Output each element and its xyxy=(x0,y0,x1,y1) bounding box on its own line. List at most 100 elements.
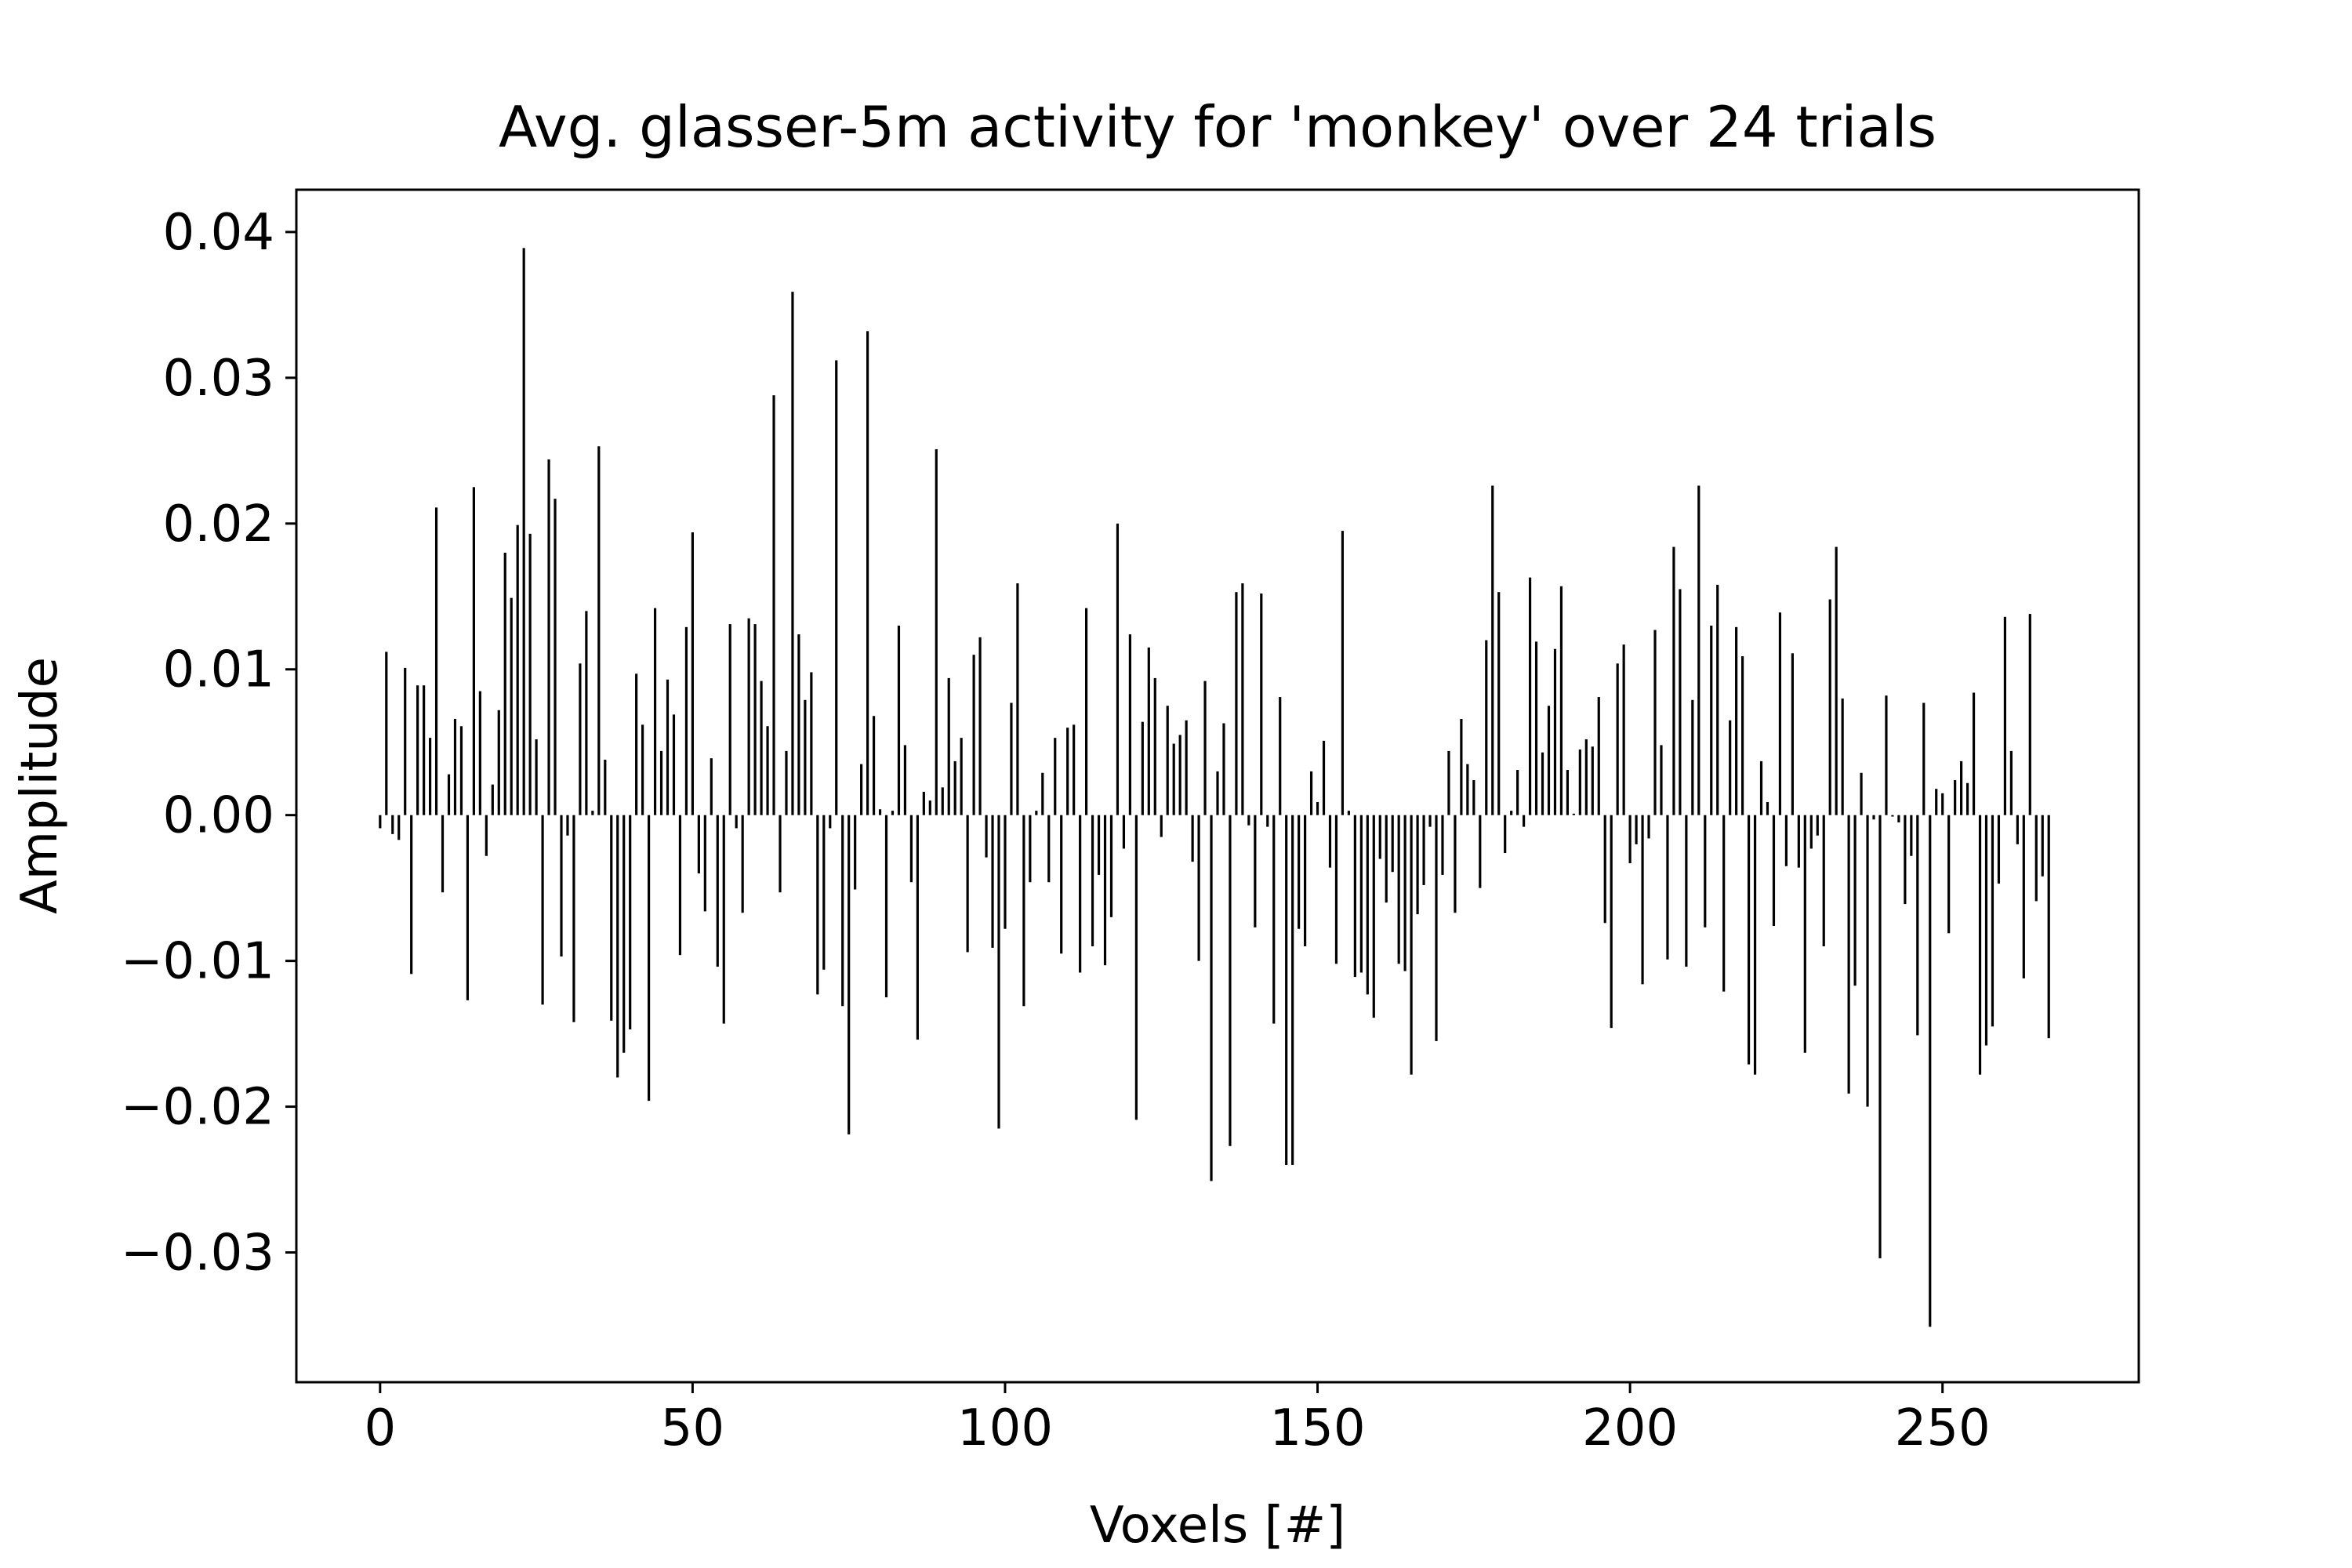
bar-voxel-73 xyxy=(835,360,838,815)
bar-voxel-58 xyxy=(741,815,744,913)
bar-voxel-36 xyxy=(604,760,607,815)
bar-voxel-184 xyxy=(1528,577,1532,815)
bar-voxel-170 xyxy=(1441,815,1444,875)
bar-voxel-214 xyxy=(1716,584,1719,815)
y-tick-label: 0.03 xyxy=(163,350,275,408)
bar-voxel-48 xyxy=(678,815,682,956)
bar-voxel-128 xyxy=(1178,735,1181,815)
y-tick-label: 0.02 xyxy=(163,495,275,554)
bar-voxel-210 xyxy=(1691,699,1694,815)
bar-voxel-240 xyxy=(1878,815,1882,1258)
bar-voxel-164 xyxy=(1403,815,1406,971)
bar-voxel-98 xyxy=(991,815,994,948)
bar-voxel-4 xyxy=(404,667,407,815)
bar-voxel-158 xyxy=(1366,815,1369,995)
bar-voxel-141 xyxy=(1260,593,1263,815)
bar-voxel-10 xyxy=(441,815,445,893)
bar-voxel-204 xyxy=(1653,630,1657,815)
y-tick-label: 0.00 xyxy=(163,787,275,845)
bar-voxel-267 xyxy=(2047,815,2050,1039)
x-tick-label: 100 xyxy=(957,1399,1053,1457)
bar-voxel-248 xyxy=(1929,815,1932,1327)
bar-voxel-242 xyxy=(1891,815,1894,817)
bar-voxel-108 xyxy=(1054,738,1057,815)
bar-voxel-37 xyxy=(610,815,613,1021)
bar-voxel-211 xyxy=(1697,485,1700,815)
bar-voxel-51 xyxy=(697,815,700,874)
bar-voxel-235 xyxy=(1847,815,1850,1094)
bar-voxel-115 xyxy=(1097,815,1101,875)
bar-voxel-143 xyxy=(1272,815,1276,1024)
bar-voxel-244 xyxy=(1904,815,1907,905)
bar-voxel-107 xyxy=(1047,815,1051,883)
bar-voxel-11 xyxy=(447,774,451,815)
bar-voxel-243 xyxy=(1897,815,1900,822)
bar-voxel-96 xyxy=(978,637,982,815)
bar-voxel-217 xyxy=(1735,626,1738,815)
bar-voxel-71 xyxy=(822,815,826,970)
bar-voxel-250 xyxy=(1941,793,1944,815)
bar-voxel-197 xyxy=(1610,815,1613,1029)
bar-voxel-137 xyxy=(1235,592,1238,815)
bar-voxel-234 xyxy=(1841,698,1844,815)
y-axis-label: Amplitude xyxy=(11,657,69,914)
bar-voxel-213 xyxy=(1710,625,1713,815)
bar-voxel-2 xyxy=(391,815,394,834)
bar-voxel-31 xyxy=(572,815,575,1022)
bar-voxel-192 xyxy=(1578,750,1581,815)
bar-voxel-125 xyxy=(1160,815,1163,837)
bar-voxel-237 xyxy=(1860,772,1863,815)
bar-voxel-106 xyxy=(1041,772,1044,815)
bar-voxel-66 xyxy=(791,292,794,815)
bar-voxel-150 xyxy=(1316,801,1319,815)
bar-voxel-191 xyxy=(1572,813,1575,815)
bar-voxel-201 xyxy=(1635,815,1638,844)
bar-voxel-45 xyxy=(659,750,663,815)
bar-voxel-198 xyxy=(1616,663,1619,815)
bar-voxel-77 xyxy=(860,764,863,815)
bar-voxel-44 xyxy=(653,608,657,815)
bar-voxel-23 xyxy=(522,248,525,815)
bar-voxel-206 xyxy=(1666,815,1669,960)
bar-voxel-65 xyxy=(785,750,788,815)
bar-voxel-227 xyxy=(1797,815,1800,868)
bar-voxel-64 xyxy=(779,815,782,893)
bar-voxel-162 xyxy=(1391,815,1394,873)
x-tick-label: 0 xyxy=(364,1399,396,1457)
bar-voxel-91 xyxy=(947,677,950,815)
bar-voxel-185 xyxy=(1534,641,1538,815)
bar-voxel-183 xyxy=(1523,815,1526,827)
x-tick-label: 150 xyxy=(1269,1399,1365,1457)
bar-voxel-168 xyxy=(1428,815,1432,827)
bar-voxel-249 xyxy=(1935,789,1938,815)
bar-voxel-222 xyxy=(1766,801,1769,815)
bar-voxel-254 xyxy=(1965,782,1969,815)
bar-voxel-182 xyxy=(1516,770,1519,815)
bar-voxel-72 xyxy=(829,815,832,829)
bar-voxel-145 xyxy=(1285,815,1288,1165)
bar-voxel-188 xyxy=(1553,648,1557,815)
bar-voxel-155 xyxy=(1347,811,1350,815)
bar-voxel-224 xyxy=(1778,612,1782,815)
bar-voxel-30 xyxy=(566,815,569,836)
bar-voxel-20 xyxy=(503,552,506,815)
bar-voxel-120 xyxy=(1128,634,1131,815)
bar-voxel-161 xyxy=(1385,815,1388,903)
bar-voxel-260 xyxy=(2003,616,2007,815)
bar-voxel-203 xyxy=(1647,815,1650,839)
bar-voxel-12 xyxy=(453,718,457,815)
bar-voxel-61 xyxy=(760,681,763,815)
bar-voxel-180 xyxy=(1504,815,1507,854)
bar-voxel-176 xyxy=(1479,815,1482,888)
bar-voxel-53 xyxy=(710,758,713,815)
y-tick-label: 0.04 xyxy=(163,204,275,262)
bar-voxel-189 xyxy=(1559,586,1563,815)
bar-voxel-88 xyxy=(928,800,931,815)
bar-voxel-1 xyxy=(385,652,388,815)
bar-voxel-247 xyxy=(1922,702,1926,815)
x-axis-ticks: 0 50 100 150 200 250 xyxy=(364,1382,1991,1457)
bar-voxel-109 xyxy=(1060,815,1063,954)
bar-voxel-50 xyxy=(691,532,694,815)
bar-voxel-116 xyxy=(1103,815,1107,966)
